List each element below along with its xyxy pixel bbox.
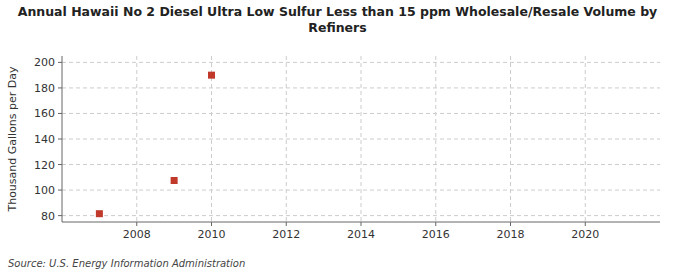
x-tick	[286, 222, 287, 226]
x-tick	[361, 222, 362, 226]
x-tick-label: 2016	[422, 228, 450, 241]
x-grid-line	[510, 56, 511, 222]
y-tick-label: 80	[41, 210, 55, 223]
x-tick-label: 2014	[347, 228, 375, 241]
y-tick-label: 140	[34, 133, 55, 146]
y-tick-label: 180	[34, 82, 55, 95]
y-grid-line	[62, 62, 660, 63]
x-tick	[136, 222, 137, 226]
x-tick-label: 2008	[123, 228, 151, 241]
axes: 80 100 120 140 160 180 200 2008 2010 2012 2014 2016…	[34, 56, 660, 241]
y-tick	[58, 190, 62, 191]
x-tick-label: 2012	[272, 228, 300, 241]
x-tick-label: 2010	[198, 228, 226, 241]
x-grid-line	[361, 56, 362, 222]
y-tick	[58, 62, 62, 63]
x-axis-line	[62, 222, 660, 223]
data-point	[208, 72, 215, 79]
chart-container: Annual Hawaii No 2 Diesel Ultra Low Sulf…	[0, 0, 675, 275]
y-tick	[58, 113, 62, 114]
data-points	[96, 72, 215, 218]
chart-title: Annual Hawaii No 2 Diesel Ultra Low Sulf…	[18, 4, 658, 35]
x-grid-line	[211, 56, 212, 222]
x-tick-label: 2018	[497, 228, 525, 241]
y-tick-label: 200	[34, 56, 55, 69]
y-tick	[58, 139, 62, 140]
x-grid-line	[136, 56, 137, 222]
y-tick-label: 160	[34, 107, 55, 120]
chart-svg: Annual Hawaii No 2 Diesel Ultra Low Sulf…	[0, 0, 675, 275]
grid	[62, 56, 660, 222]
y-axis-line	[62, 56, 63, 222]
x-grid-line	[286, 56, 287, 222]
x-tick	[435, 222, 436, 226]
x-tick-label: 2020	[571, 228, 599, 241]
x-tick	[585, 222, 586, 226]
x-grid-line	[435, 56, 436, 222]
y-grid-line	[62, 215, 660, 216]
data-point	[171, 177, 178, 184]
source-note: Source: U.S. Energy Information Administ…	[8, 258, 245, 269]
x-tick	[510, 222, 511, 226]
y-axis-label: Thousand Gallons per Day	[6, 66, 19, 213]
data-point	[96, 210, 103, 217]
x-tick	[211, 222, 212, 226]
y-tick-label: 120	[34, 159, 55, 172]
y-tick	[58, 87, 62, 88]
y-tick	[58, 164, 62, 165]
y-tick	[58, 215, 62, 216]
x-grid-line	[585, 56, 586, 222]
y-grid-line	[62, 139, 660, 140]
y-tick-label: 100	[34, 184, 55, 197]
